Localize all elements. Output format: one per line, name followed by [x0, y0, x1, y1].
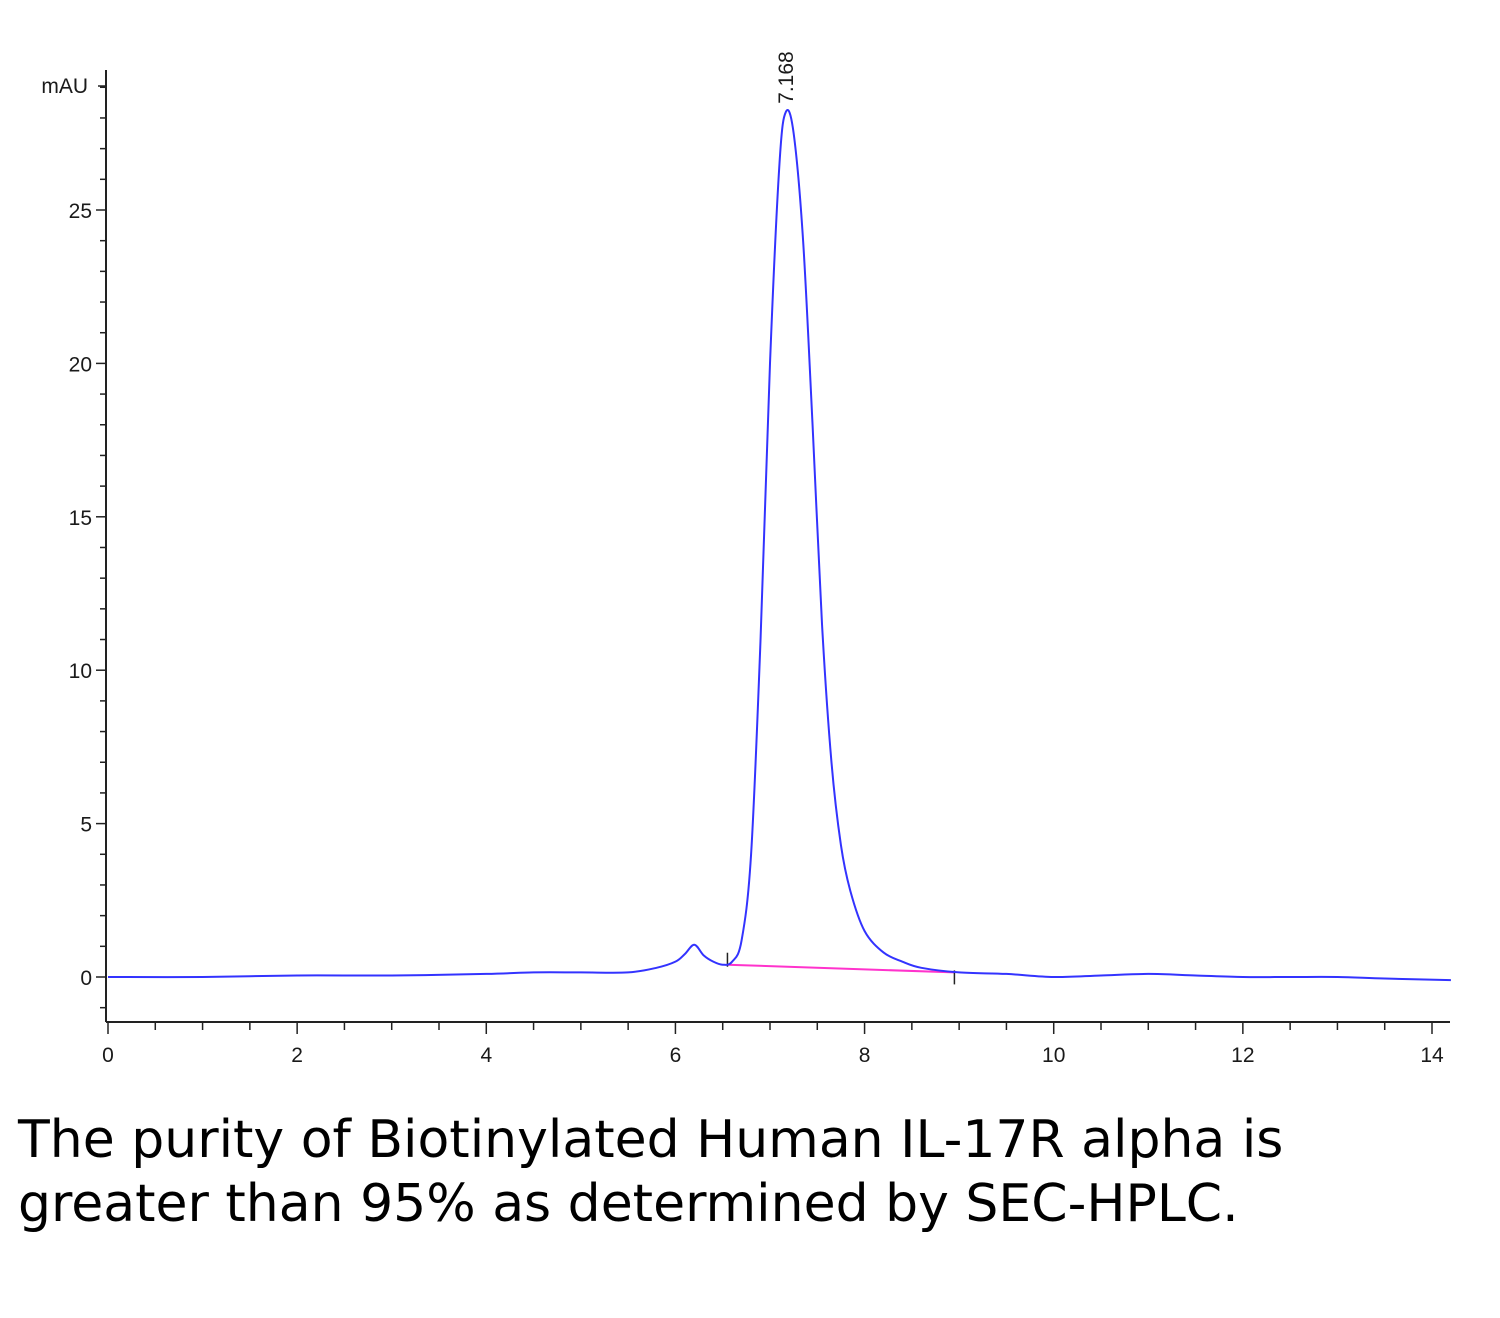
x-tick-label: 8 [859, 1044, 871, 1067]
x-tick-label: 0 [102, 1044, 114, 1067]
y-axis-label: mAU [41, 75, 88, 98]
x-tick-label: 14 [1420, 1044, 1444, 1067]
y-tick-label: 25 [69, 200, 92, 223]
figure-caption: The purity of Biotinylated Human IL-17R … [18, 1110, 1284, 1234]
y-tick-label: 10 [69, 660, 92, 683]
y-tick-label: 0 [80, 967, 92, 990]
y-tick-label: 15 [69, 507, 92, 530]
plot-layer: 7.168 [107, 51, 1451, 985]
chromatogram-series-line [107, 109, 1451, 982]
chromatogram-chart: 0 5 10 15 20 25 0 2 4 6 8 10 12 14 7.168 mAU [41, 51, 1451, 1067]
integration-baseline [727, 963, 955, 974]
axes-layer: 0 5 10 15 20 25 0 2 4 6 8 10 12 14 [69, 70, 1450, 1067]
x-tick-label: 2 [291, 1044, 303, 1067]
x-tick-label: 12 [1231, 1044, 1254, 1067]
x-tick-label: 4 [480, 1044, 492, 1067]
y-tick-label: 5 [80, 814, 92, 837]
y-tick-label: 20 [69, 353, 92, 376]
x-tick-label: 10 [1042, 1044, 1065, 1067]
peak-label: 7.168 [775, 51, 798, 104]
x-tick-label: 6 [670, 1044, 682, 1067]
